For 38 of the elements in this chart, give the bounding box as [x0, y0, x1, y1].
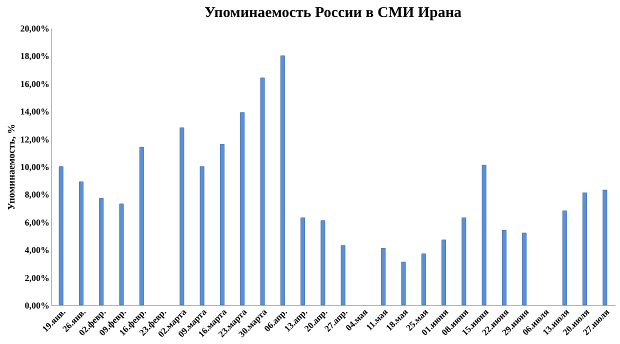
bar [502, 230, 506, 306]
y-tick-label: 18,00% [20, 51, 50, 62]
bar [602, 190, 608, 306]
bar [522, 232, 527, 306]
bar [300, 217, 306, 306]
y-tick-label: 20,00% [20, 24, 50, 34]
bar [119, 204, 124, 306]
bar [462, 217, 466, 306]
bar [220, 144, 224, 306]
y-tick-label: 2,00% [24, 272, 50, 283]
y-tick-label: 0,00% [24, 300, 50, 310]
y-tick-label: 14,00% [20, 106, 50, 117]
bar [200, 166, 204, 306]
y-tick-label: 4,00% [24, 245, 50, 256]
bar [99, 198, 104, 306]
bar [280, 55, 285, 306]
y-axis-title: Упоминаемость, % [6, 124, 18, 210]
bar [482, 164, 486, 306]
y-tick-label: 8,00% [24, 190, 50, 200]
bar [240, 112, 245, 306]
bar [78, 181, 84, 306]
bar [421, 254, 426, 306]
bar [260, 78, 265, 306]
bar [562, 210, 567, 306]
bar [139, 146, 144, 306]
bar [320, 220, 326, 306]
y-tick-label: 12,00% [20, 134, 50, 144]
bar [582, 192, 588, 306]
bar [442, 240, 446, 306]
bar [180, 127, 184, 306]
bar [381, 248, 386, 306]
chart-title: Упоминаемость России в СМИ Ирана [204, 5, 462, 21]
bar [340, 245, 346, 306]
y-tick-label: 6,00% [24, 217, 50, 228]
y-tick-label: 10,00% [20, 162, 50, 172]
y-tick-label: 16,00% [20, 78, 50, 89]
bar [401, 262, 406, 306]
bar [58, 166, 64, 306]
